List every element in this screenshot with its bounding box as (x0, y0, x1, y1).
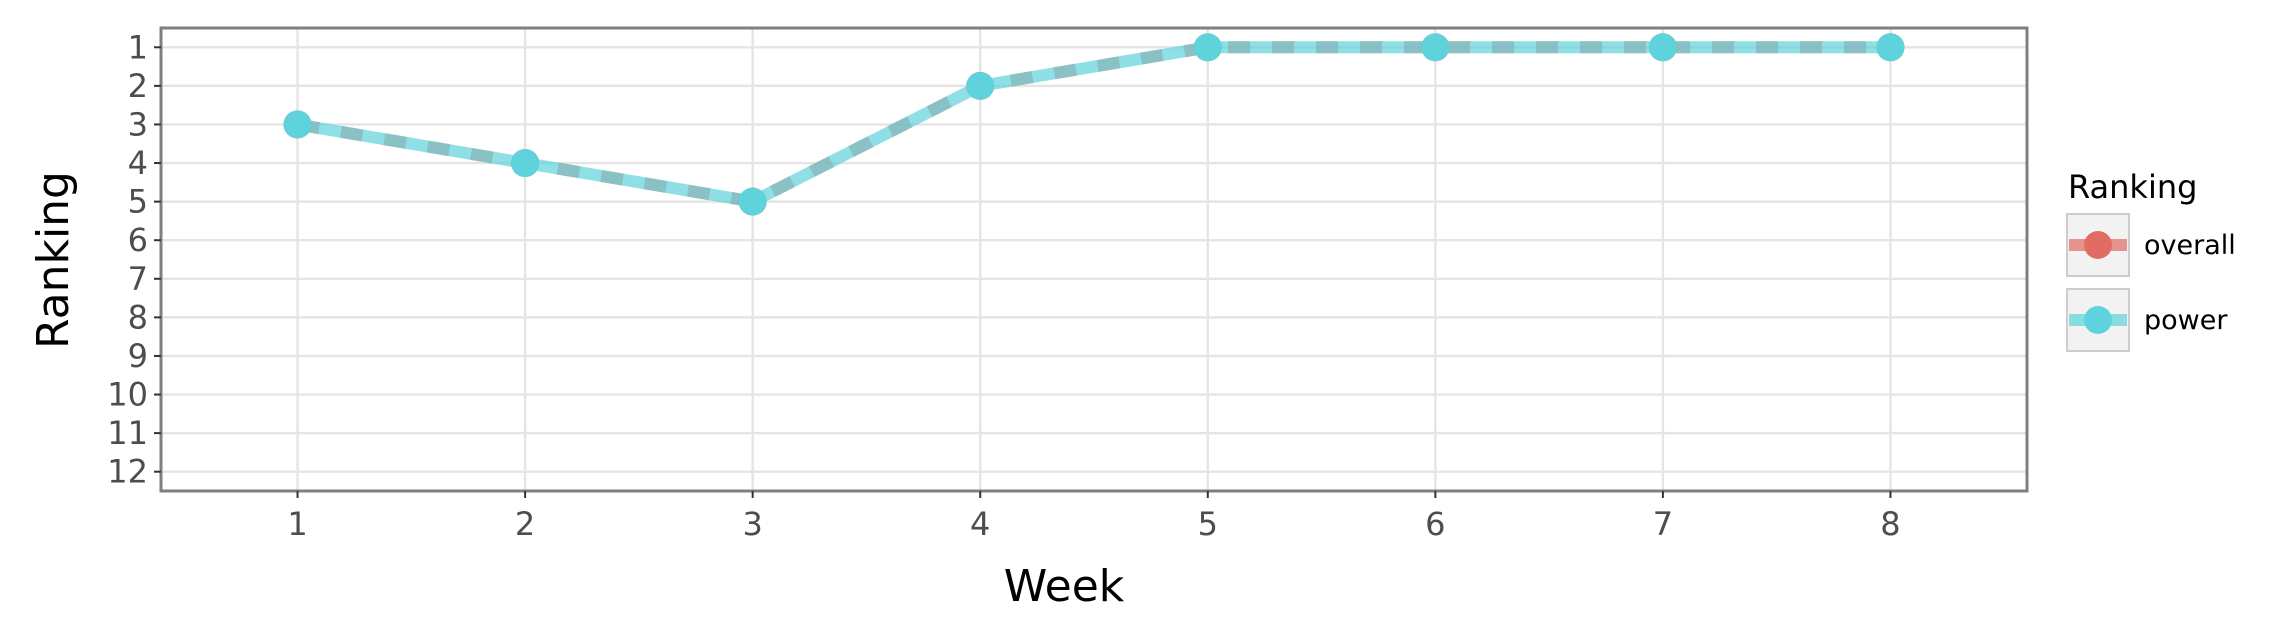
series-lines (296, 41, 1891, 208)
x-tick-label: 5 (1198, 505, 1218, 543)
x-tick-label: 8 (1880, 505, 1900, 543)
data-point-power (1421, 33, 1450, 62)
y-tick-label: 4 (128, 144, 148, 182)
y-tick-label: 8 (128, 298, 148, 336)
legend-label-overall: overall (2144, 230, 2236, 261)
data-point-power (511, 149, 540, 178)
y-axis-title: Ranking (28, 171, 79, 349)
y-tick-label: 12 (107, 453, 148, 491)
data-point-power (738, 187, 767, 216)
y-tick-label: 3 (128, 105, 148, 143)
y-tick-label: 1 (128, 28, 148, 66)
data-point-power (966, 71, 995, 100)
x-axis-title: Week (1004, 561, 1125, 612)
data-point-power (1193, 33, 1222, 62)
y-tick-label: 6 (128, 221, 148, 259)
x-tick-label: 6 (1425, 505, 1445, 543)
legend-items: overall power (2066, 213, 2236, 352)
data-points (283, 33, 1905, 216)
y-tick-label: 9 (128, 337, 148, 375)
x-tick-label: 4 (970, 505, 990, 543)
legend-label-power: power (2144, 305, 2228, 336)
legend-title: Ranking (2068, 168, 2197, 206)
y-gridlines (161, 46, 2027, 473)
x-tick-label: 3 (742, 505, 762, 543)
y-tick-label: 5 (128, 183, 148, 221)
x-tick-label: 1 (287, 505, 307, 543)
legend-marker-overall (2084, 231, 2112, 259)
y-tick-label: 10 (107, 376, 148, 414)
x-tick-label: 7 (1653, 505, 1673, 543)
y-tick-label: 7 (128, 260, 148, 298)
y-tick-label: 11 (107, 414, 148, 452)
x-axis-ticks: 1 2 3 4 5 6 7 8 (287, 491, 1901, 543)
series-line-power (296, 41, 1891, 208)
y-tick-label: 2 (128, 67, 148, 105)
data-point-power (283, 110, 312, 139)
legend: Ranking overall power (2066, 168, 2236, 352)
x-tick-label: 2 (515, 505, 535, 543)
panel-background (161, 28, 2027, 491)
legend-marker-power (2084, 306, 2112, 334)
x-gridlines (296, 28, 1892, 491)
data-point-power (1876, 33, 1905, 62)
data-point-power (1648, 33, 1677, 62)
panel-border (159, 26, 2029, 493)
